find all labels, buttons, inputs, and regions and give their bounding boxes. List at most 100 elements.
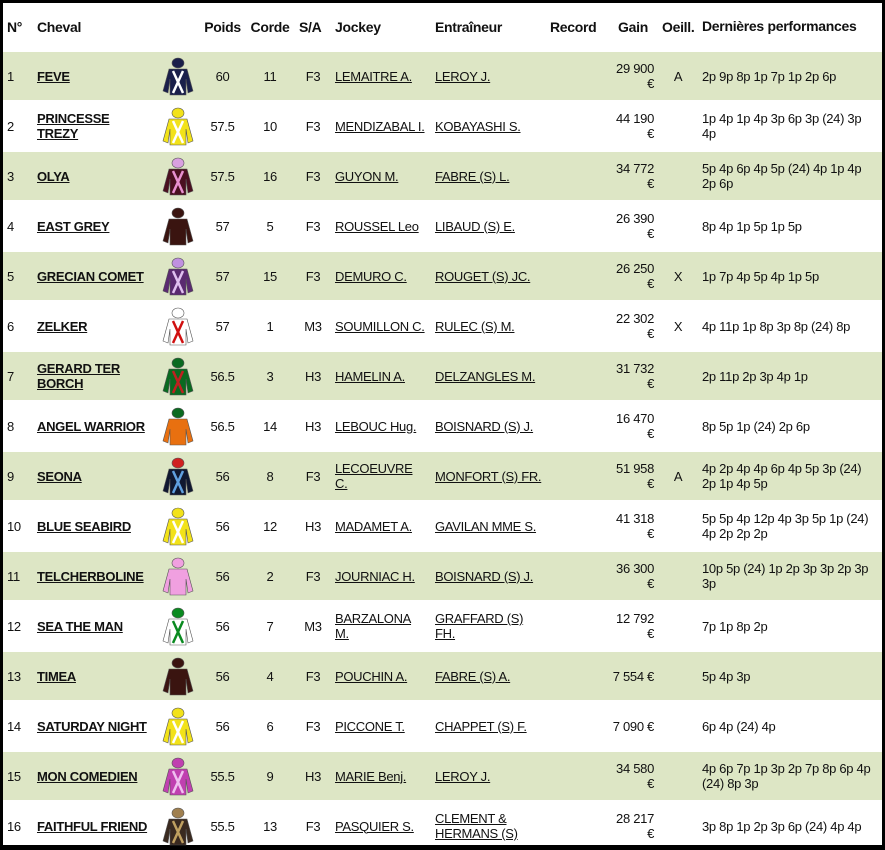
horse-name-link[interactable]: SEA THE MAN	[37, 618, 123, 634]
runner-number: 6	[7, 318, 14, 334]
jockey-link[interactable]: LEBOUC Hug.	[335, 418, 417, 434]
jockey-link[interactable]: SOUMILLON C.	[335, 318, 425, 334]
trainer-link[interactable]: CHAPPET (S) F.	[435, 718, 527, 734]
table-row[interactable]: 16 FAITHFUL FRIEND 55.5 13 F3 PASQUIER S…	[3, 801, 882, 850]
trainer-link[interactable]: GRAFFARD (S) FH.	[435, 611, 524, 641]
table-row[interactable]: 8 ANGEL WARRIOR 56.5 14 H3 LEBOUC Hug. B…	[3, 401, 882, 451]
header-rope[interactable]: Corde	[250, 18, 290, 35]
gain: 51 958 €	[616, 461, 654, 491]
weight: 55.5	[210, 768, 235, 784]
runner-number: 8	[7, 418, 14, 434]
header-num[interactable]: N°	[7, 18, 23, 35]
table-row[interactable]: 15 MON COMEDIEN 55.5 9 H3 MARIE Benj. LE…	[3, 751, 882, 801]
horse-name-link[interactable]: SATURDAY NIGHT	[37, 718, 147, 734]
table-row[interactable]: 5 GRECIAN COMET 57 15 F3 DEMURO C. ROUGE…	[3, 251, 882, 301]
trainer-link[interactable]: RULEC (S) M.	[435, 318, 515, 334]
horse-name-link[interactable]: GERARD TER BORCH	[37, 361, 120, 391]
jockey-link[interactable]: LECOEUVRE C.	[335, 461, 413, 491]
gain: 44 190 €	[616, 111, 654, 141]
header-record[interactable]: Record	[550, 18, 597, 35]
trainer-link[interactable]: LEROY J.	[435, 768, 491, 784]
trainer-link[interactable]: CLEMENT & HERMANS (S)	[435, 811, 518, 841]
sex-age: F3	[305, 118, 321, 134]
horse-name-link[interactable]: ANGEL WARRIOR	[37, 418, 145, 434]
runner-number: 9	[7, 468, 14, 484]
trainer-link[interactable]: FABRE (S) A.	[435, 668, 511, 684]
horse-name-link[interactable]: SEONA	[37, 468, 82, 484]
table-row[interactable]: 1 FEVE 60 11 F3 LEMAITRE A. LEROY J. 29 …	[3, 51, 882, 101]
header-sa[interactable]: S/A	[299, 18, 322, 35]
horse-name-link[interactable]: TIMEA	[37, 668, 76, 684]
rope: 6	[266, 718, 274, 734]
table-row[interactable]: 14 SATURDAY NIGHT 56 6 F3 PICCONE T. CHA…	[3, 701, 882, 751]
header-jockey[interactable]: Jockey	[335, 18, 381, 35]
jockey-link[interactable]: JOURNIAC H.	[335, 568, 415, 584]
table-row[interactable]: 6 ZELKER 57 1 M3 SOUMILLON C. RULEC (S) …	[3, 301, 882, 351]
record	[546, 101, 608, 151]
trainer-link[interactable]: BOISNARD (S) J.	[435, 568, 534, 584]
horse-name-link[interactable]: PRINCESSE TREZY	[37, 111, 110, 141]
last-performances: 2p 11p 2p 3p 4p 1p	[702, 368, 808, 384]
gain: 36 300 €	[616, 561, 654, 591]
horse-name-link[interactable]: BLUE SEABIRD	[37, 518, 131, 534]
jockey-link[interactable]: MENDIZABAL I.	[335, 118, 425, 134]
jockey-link[interactable]: BARZALONA M.	[335, 611, 412, 641]
jockey-link[interactable]: PASQUIER S.	[335, 818, 414, 834]
horse-name-link[interactable]: TELCHERBOLINE	[37, 568, 144, 584]
jockey-link[interactable]: GUYON M.	[335, 168, 399, 184]
table-row[interactable]: 9 SEONA 56 8 F3 LECOEUVRE C. MONFORT (S)…	[3, 451, 882, 501]
jockey-link[interactable]: ROUSSEL Leo	[335, 218, 419, 234]
trainer-link[interactable]: GAVILAN MME S.	[435, 518, 537, 534]
table-row[interactable]: 2 PRINCESSE TREZY 57.5 10 F3 MENDIZABAL …	[3, 101, 882, 151]
trainer-link[interactable]: KOBAYASHI S.	[435, 118, 521, 134]
rope: 4	[266, 668, 274, 684]
table-row[interactable]: 7 GERARD TER BORCH 56.5 3 H3 HAMELIN A. …	[3, 351, 882, 401]
table-row[interactable]: 3 OLYA 57.5 16 F3 GUYON M. FABRE (S) L. …	[3, 151, 882, 201]
table-row[interactable]: 4 EAST GREY 57 5 F3 ROUSSEL Leo LIBAUD (…	[3, 201, 882, 251]
silk-icon	[155, 601, 200, 651]
trainer-link[interactable]: LEROY J.	[435, 68, 491, 84]
last-performances: 5p 4p 3p	[702, 668, 751, 684]
trainer-link[interactable]: LIBAUD (S) E.	[435, 218, 515, 234]
trainer-link[interactable]: BOISNARD (S) J.	[435, 418, 534, 434]
header-gain[interactable]: Gain	[618, 18, 648, 35]
header-trainer[interactable]: Entraîneur	[435, 18, 503, 35]
trainer-link[interactable]: ROUGET (S) JC.	[435, 268, 531, 284]
horse-name-link[interactable]: GRECIAN COMET	[37, 268, 144, 284]
blinkers	[658, 401, 698, 451]
header-weight[interactable]: Poids	[204, 18, 241, 35]
table-row[interactable]: 13 TIMEA 56 4 F3 POUCHIN A. FABRE (S) A.…	[3, 651, 882, 701]
table-row[interactable]: 10 BLUE SEABIRD 56 12 H3 MADAMET A. GAVI…	[3, 501, 882, 551]
jockey-link[interactable]: POUCHIN A.	[335, 668, 408, 684]
header-perf[interactable]: Dernières performances	[702, 18, 857, 34]
last-performances: 4p 6p 7p 1p 3p 2p 7p 8p 6p 4p (24) 8p 3p	[702, 761, 871, 791]
weight: 56.5	[210, 418, 235, 434]
sex-age: F3	[305, 468, 321, 484]
horse-name-link[interactable]: MON COMEDIEN	[37, 768, 138, 784]
table-row[interactable]: 11 TELCHERBOLINE 56 2 F3 JOURNIAC H. BOI…	[3, 551, 882, 601]
horse-name-link[interactable]: EAST GREY	[37, 218, 110, 234]
jockey-link[interactable]: PICCONE T.	[335, 718, 405, 734]
horse-name-link[interactable]: FEVE	[37, 68, 70, 84]
jockey-link[interactable]: MADAMET A.	[335, 518, 412, 534]
horse-name-link[interactable]: ZELKER	[37, 318, 88, 334]
runner-number: 7	[7, 368, 14, 384]
header-blinkers[interactable]: Oeill.	[662, 18, 695, 35]
jockey-link[interactable]: DEMURO C.	[335, 268, 407, 284]
silk-icon	[155, 551, 200, 601]
header-horse[interactable]: Cheval	[37, 18, 82, 35]
trainer-link[interactable]: DELZANGLES M.	[435, 368, 536, 384]
jockey-link[interactable]: MARIE Benj.	[335, 768, 407, 784]
jockey-link[interactable]: HAMELIN A.	[335, 368, 405, 384]
trainer-link[interactable]: FABRE (S) L.	[435, 168, 510, 184]
trainer-link[interactable]: MONFORT (S) FR.	[435, 468, 542, 484]
jockey-link[interactable]: LEMAITRE A.	[335, 68, 412, 84]
horse-name-link[interactable]: OLYA	[37, 168, 70, 184]
horse-name-link[interactable]: FAITHFUL FRIEND	[37, 818, 148, 834]
sex-age: H3	[304, 768, 322, 784]
table-row[interactable]: 12 SEA THE MAN 56 7 M3 BARZALONA M. GRAF…	[3, 601, 882, 651]
gain: 31 732 €	[616, 361, 654, 391]
rope: 12	[263, 518, 277, 534]
record	[546, 151, 608, 201]
silk-icon	[155, 701, 200, 751]
